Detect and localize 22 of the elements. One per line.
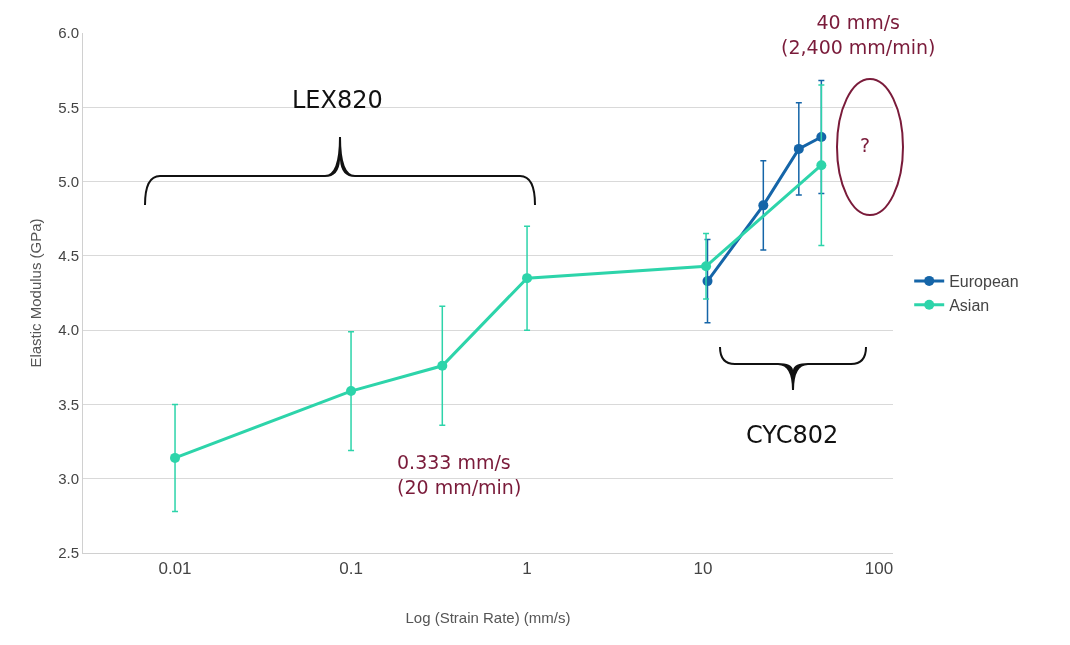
annotation: 0.333 mm/s (20 mm/min) bbox=[397, 451, 522, 498]
x-tick-label: 10 bbox=[693, 559, 713, 579]
legend-label: European bbox=[949, 273, 1019, 291]
x-tick-label: 0.1 bbox=[339, 559, 363, 579]
y-tick-label: 5.0 bbox=[58, 172, 79, 190]
y-tick-label: 3.0 bbox=[58, 469, 79, 487]
legend-label: Asian bbox=[949, 296, 990, 314]
annotation: LEX820 bbox=[292, 86, 383, 114]
annotation: 40 mm/s (2,400 mm/min) bbox=[781, 11, 936, 58]
x-tick-label: 1 bbox=[522, 559, 532, 579]
y-tick-label: 4.5 bbox=[58, 247, 79, 265]
annotation: ? bbox=[860, 134, 871, 156]
y-tick-label: 6.0 bbox=[58, 24, 79, 42]
annotation: CYC802 bbox=[746, 421, 839, 449]
y-axis-title: Elastic Modulus (GPa) bbox=[27, 218, 45, 368]
x-tick-label: 0.01 bbox=[158, 559, 192, 579]
y-tick-label: 3.5 bbox=[58, 395, 79, 413]
x-axis-title: Log (Strain Rate) (mm/s) bbox=[405, 609, 571, 627]
x-tick-label: 100 bbox=[864, 559, 894, 579]
y-tick-label: 4.0 bbox=[58, 321, 79, 339]
y-tick-label: 5.5 bbox=[58, 98, 79, 116]
y-tick-label: 2.5 bbox=[58, 544, 79, 562]
